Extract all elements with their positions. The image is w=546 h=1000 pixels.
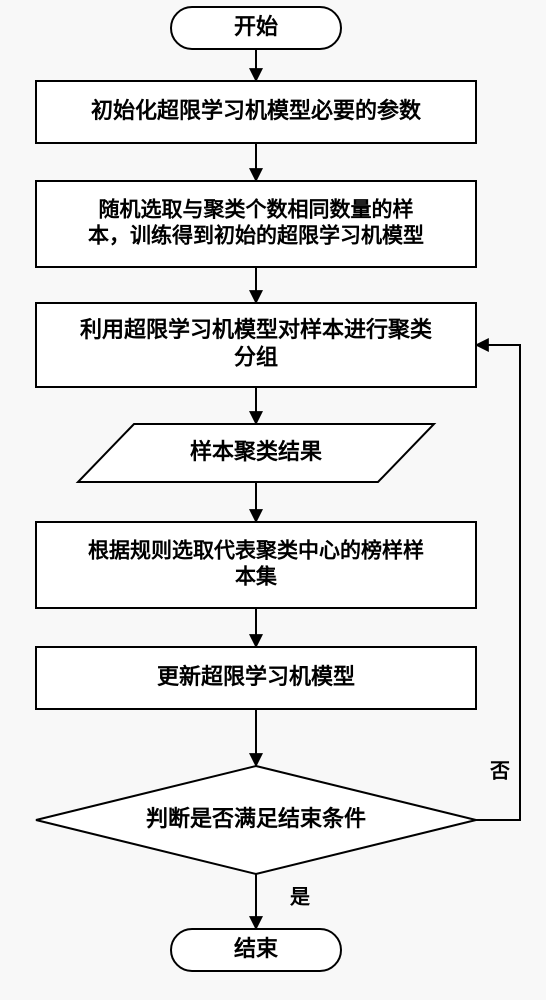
- node-sample: 随机选取与聚类个数相同数量的样本，训练得到初始的超限学习机模型: [36, 181, 476, 267]
- node-decide: 判断是否满足结束条件: [36, 766, 476, 874]
- node-start-line-0: 开始: [234, 14, 278, 39]
- node-sample-line-0: 随机选取与聚类个数相同数量的样: [99, 197, 414, 221]
- node-select: 根据规则选取代表聚类中心的榜样样本集: [36, 522, 476, 608]
- node-cluster-line-1: 分组: [234, 345, 278, 370]
- node-init-line-0: 初始化超限学习机模型必要的参数: [91, 98, 422, 123]
- node-init: 初始化超限学习机模型必要的参数: [36, 81, 476, 143]
- node-start: 开始: [171, 7, 341, 49]
- node-sample-line-1: 本，训练得到初始的超限学习机模型: [88, 224, 424, 248]
- node-select-line-0: 根据规则选取代表聚类中心的榜样样: [88, 538, 424, 562]
- edge-decide-cluster: [476, 345, 520, 820]
- node-cluster: 利用超限学习机模型对样本进行聚类分组: [36, 303, 476, 387]
- node-end: 结束: [171, 929, 341, 971]
- edge-label-decide-end: 是: [289, 885, 310, 908]
- node-end-line-0: 结束: [234, 936, 279, 961]
- node-result-line-0: 样本聚类结果: [190, 439, 322, 464]
- node-update: 更新超限学习机模型: [36, 647, 476, 709]
- node-decide-line-0: 判断是否满足结束条件: [146, 806, 366, 831]
- node-select-line-1: 本集: [235, 565, 278, 589]
- edge-label-decide-cluster: 否: [489, 760, 510, 782]
- node-update-line-0: 更新超限学习机模型: [157, 664, 355, 689]
- node-cluster-line-0: 利用超限学习机模型对样本进行聚类: [80, 317, 433, 342]
- node-result: 样本聚类结果: [78, 424, 434, 482]
